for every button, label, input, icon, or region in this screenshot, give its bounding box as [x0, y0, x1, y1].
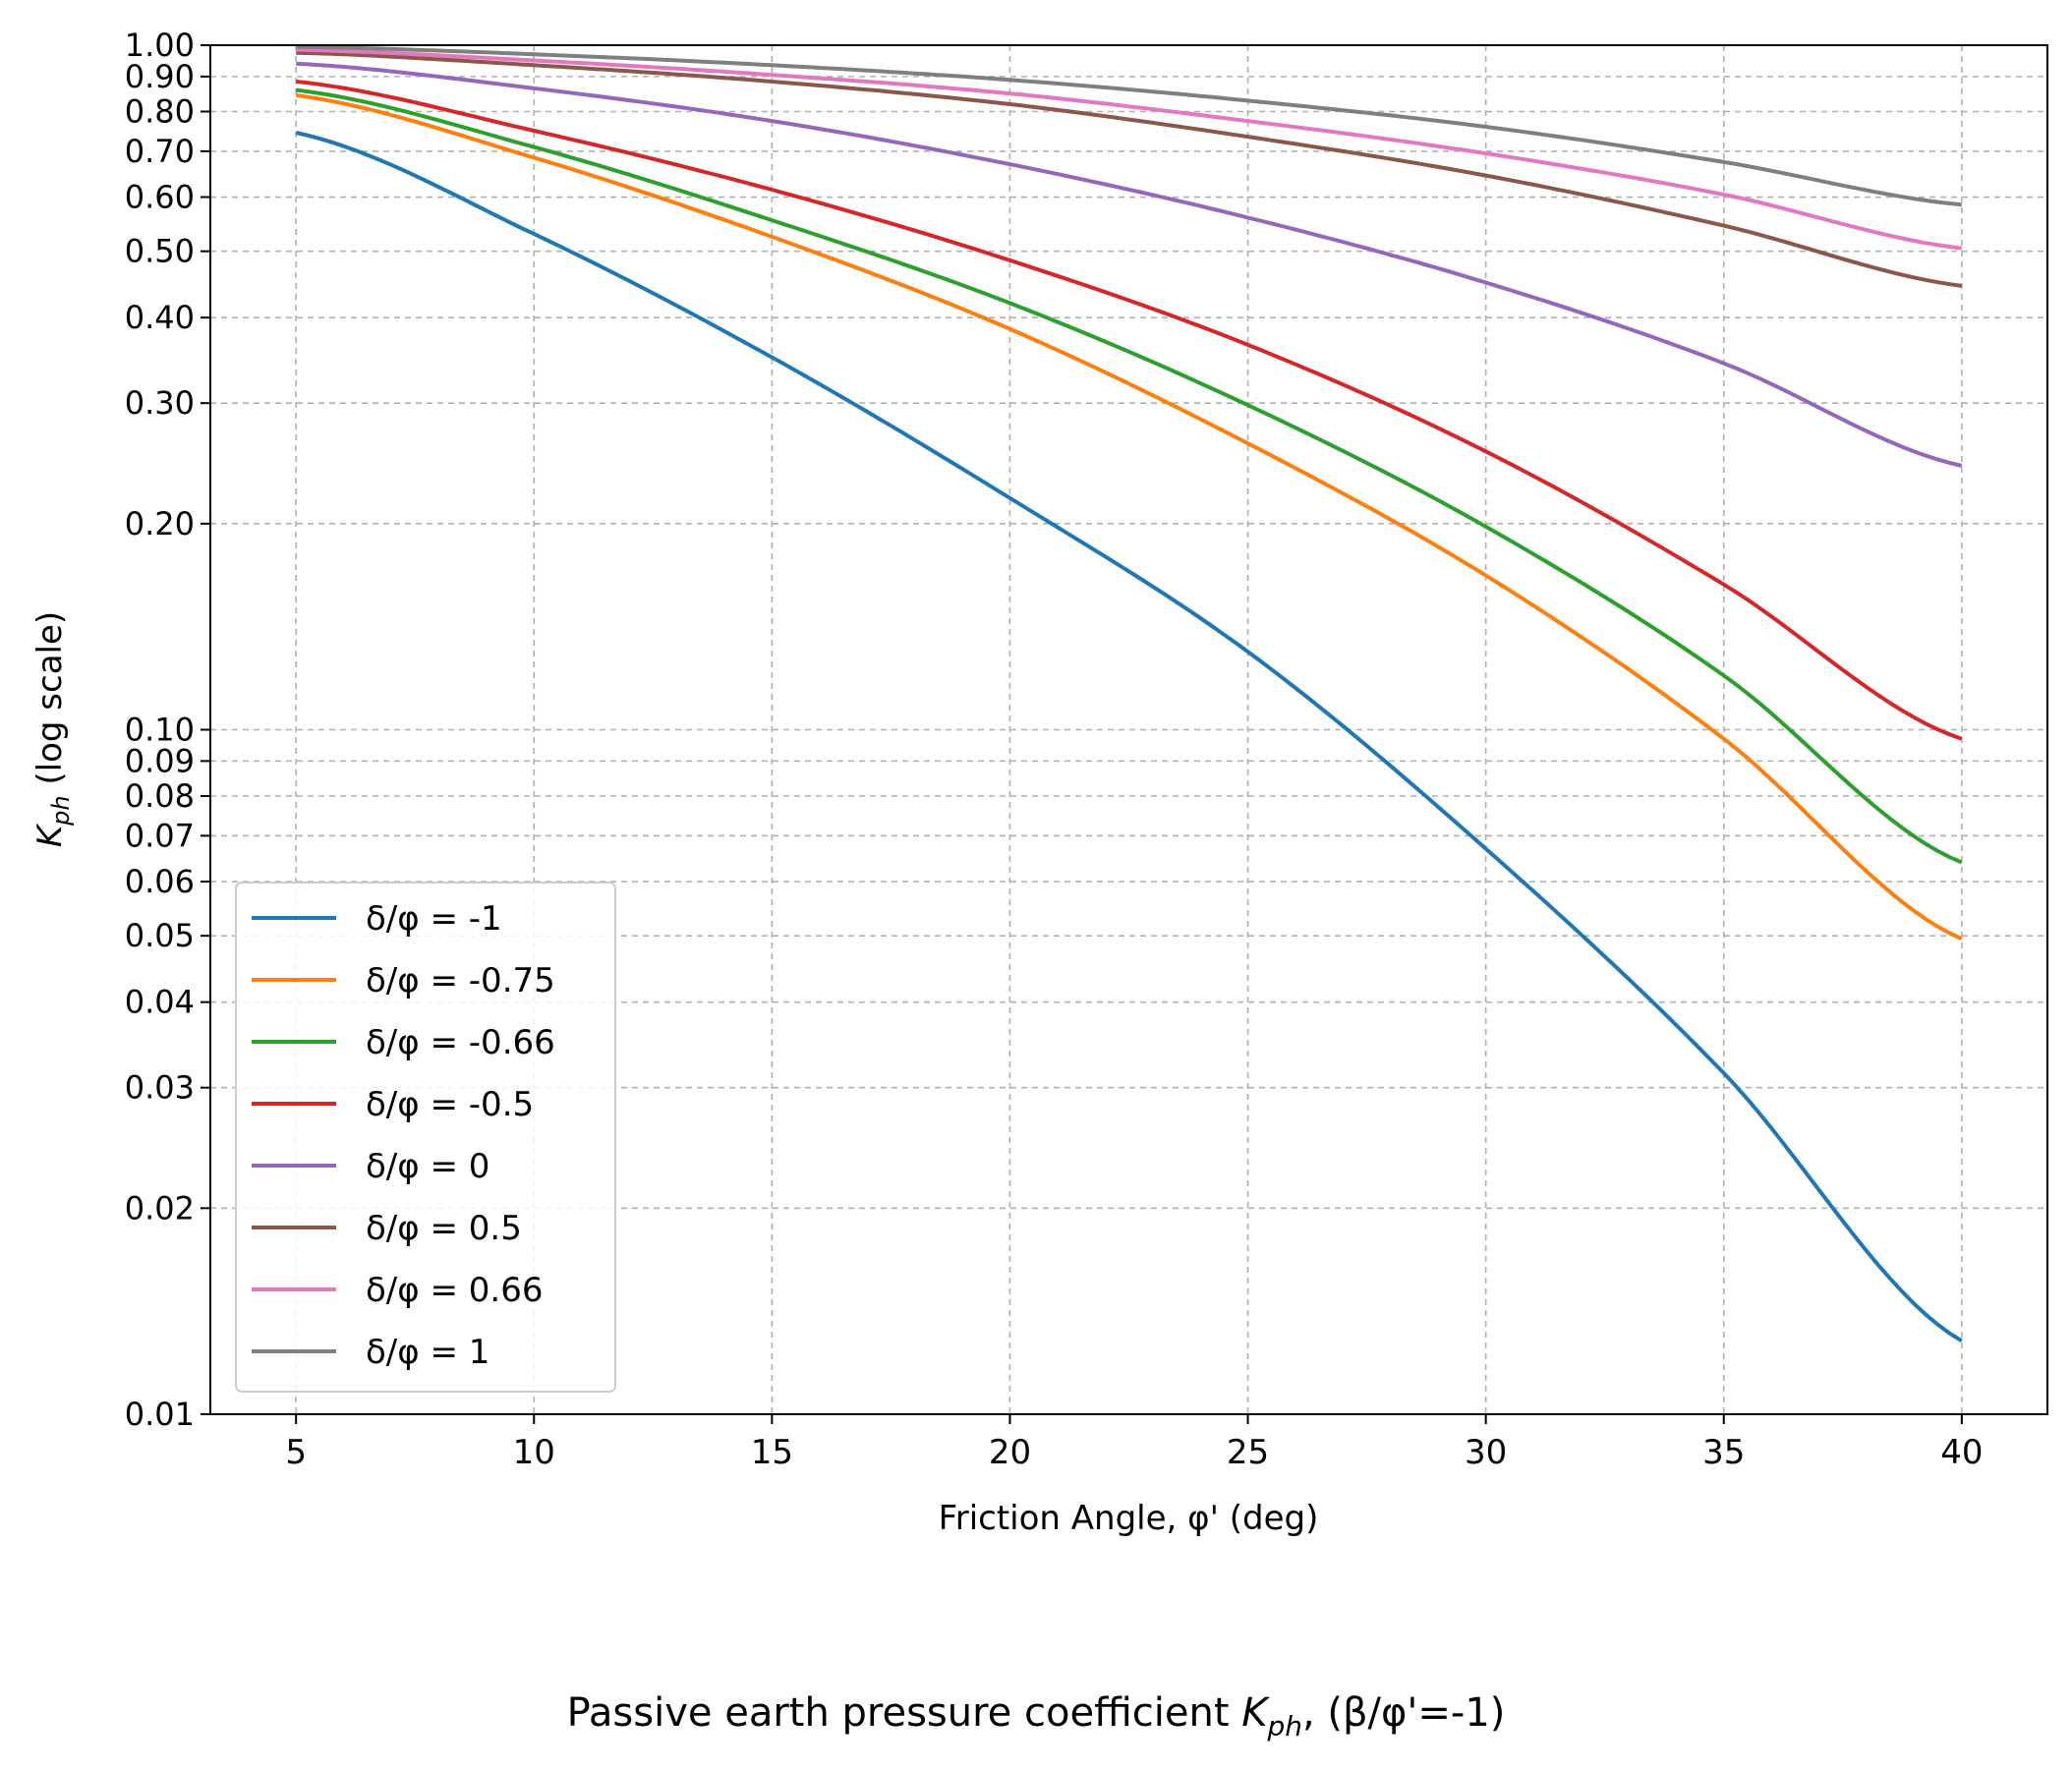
legend-label: δ/φ = 0.5	[366, 1209, 522, 1248]
x-axis-label: Friction Angle, φ' (deg)	[939, 1499, 1319, 1538]
y-tick-label: 0.50	[125, 233, 195, 270]
y-tick-label: 0.60	[125, 179, 195, 216]
x-tick-label: 15	[751, 1433, 793, 1472]
y-tick-label: 0.90	[125, 58, 195, 95]
y-axis-label-symbol: K	[30, 823, 70, 847]
y-tick-label: 0.10	[125, 712, 195, 749]
y-tick-label: 0.09	[125, 742, 195, 779]
x-tick-label: 10	[513, 1433, 555, 1472]
x-tick-label: 25	[1227, 1433, 1269, 1472]
x-tick-label: 35	[1702, 1433, 1745, 1472]
series-line-4	[296, 61, 1963, 468]
chart-title-subscript: ph	[1266, 1710, 1302, 1742]
y-tick-label: 0.40	[125, 299, 195, 336]
series-line-0	[295, 131, 1963, 1342]
y-tick-label: 0.03	[125, 1069, 195, 1107]
series-lines	[295, 44, 1963, 1342]
series-line-1	[295, 92, 1963, 942]
series-line-5	[296, 50, 1963, 288]
y-tick-label: 0.08	[125, 777, 195, 815]
legend-box	[235, 882, 616, 1393]
y-tick-label: 0.04	[125, 984, 195, 1021]
chart-title-prefix: Passive earth pressure coefficient	[567, 1690, 1242, 1736]
legend-label: δ/φ = -0.5	[366, 1085, 534, 1124]
x-tick-label: 30	[1465, 1433, 1507, 1472]
y-tick-label: 0.80	[125, 92, 195, 130]
x-tick-label: 5	[285, 1433, 307, 1472]
y-tick-label: 0.20	[125, 505, 195, 542]
y-tick-label: 1.00	[125, 27, 195, 64]
legend-label: δ/φ = 1	[366, 1333, 489, 1372]
chart-title: Passive earth pressure coefficient Kph, …	[567, 1690, 1506, 1742]
y-axis-label-subscript: ph	[47, 795, 75, 826]
chart-title-suffix: , (β/φ'=-1)	[1302, 1690, 1505, 1736]
legend-label: δ/φ = -1	[366, 899, 502, 939]
legend-label: δ/φ = 0.66	[366, 1271, 544, 1310]
y-tick-label: 0.05	[125, 917, 195, 954]
y-tick-label: 0.02	[125, 1189, 195, 1227]
y-tick-label: 0.06	[125, 863, 195, 900]
legend-label: δ/φ = -0.75	[366, 961, 555, 1000]
legend-label: δ/φ = 0	[366, 1147, 489, 1186]
x-tick-label: 20	[989, 1433, 1031, 1472]
y-axis-ticks: 0.01 0.02 0.03 0.04 0.05 0.06 0.070.080.090.10…	[125, 27, 210, 1433]
series-line-2	[295, 87, 1963, 865]
y-tick-label: 0.07	[125, 817, 195, 854]
legend-entries: δ/φ = -1 δ/φ = -0.75 δ/φ = -0.66 δ/φ = -0.5…	[252, 899, 555, 1372]
series-line-3	[295, 80, 1963, 741]
y-tick-label: 0.30	[125, 384, 195, 422]
legend: δ/φ = -1 δ/φ = -0.75 δ/φ = -0.66 δ/φ = -0.5…	[235, 882, 616, 1393]
x-axis-ticks: 5 10 15 20 25 30 35 40	[285, 1414, 1983, 1472]
series-line-7	[296, 44, 1962, 207]
legend-label: δ/φ = -0.66	[366, 1023, 555, 1062]
y-axis-label: Kph (log scale)	[30, 611, 75, 847]
chart-title-symbol: K	[1241, 1690, 1270, 1736]
series-line-6	[296, 47, 1963, 251]
y-axis-label-suffix: (log scale)	[30, 611, 70, 796]
x-tick-label: 40	[1940, 1433, 1983, 1472]
y-tick-label: 0.01	[125, 1396, 195, 1433]
y-tick-label: 0.70	[125, 133, 195, 170]
